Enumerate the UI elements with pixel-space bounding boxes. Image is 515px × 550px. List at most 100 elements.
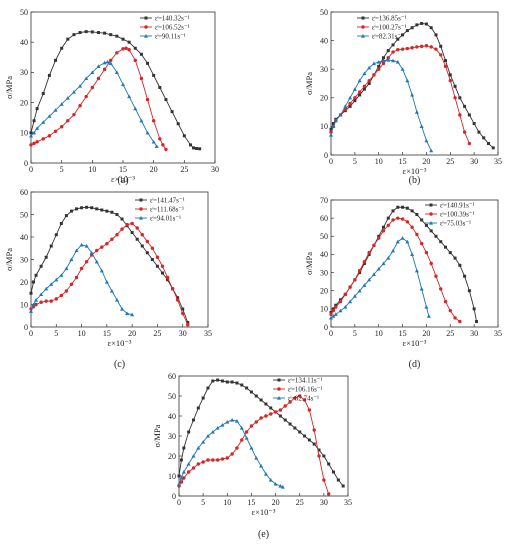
legend-label: ε̇=75.03s⁻¹ xyxy=(440,220,471,228)
data-point xyxy=(130,231,134,234)
y-tick-label: 20 xyxy=(320,94,328,103)
y-tick-label: 30 xyxy=(320,65,328,74)
data-point xyxy=(74,248,79,253)
x-tick-label: 15 xyxy=(399,157,407,166)
y-tick-label: 0 xyxy=(172,492,176,501)
data-point xyxy=(386,256,391,260)
data-point xyxy=(486,142,490,146)
data-point xyxy=(343,292,348,297)
data-point xyxy=(400,67,405,71)
data-point xyxy=(443,64,448,69)
x-tick-label: 5 xyxy=(353,157,357,166)
data-point xyxy=(71,90,76,94)
data-point xyxy=(151,119,156,123)
data-point xyxy=(160,271,164,275)
data-point xyxy=(125,311,130,316)
data-point xyxy=(220,423,225,427)
data-point xyxy=(448,78,452,83)
data-point xyxy=(145,130,150,135)
legend-marker xyxy=(139,207,143,211)
data-point xyxy=(84,30,88,34)
legend-marker xyxy=(429,212,433,216)
data-point xyxy=(391,58,396,63)
data-point xyxy=(322,454,326,458)
y-tick-label: 50 xyxy=(168,392,176,401)
data-point xyxy=(434,234,438,238)
y-tick-label: 20 xyxy=(20,98,28,107)
data-point xyxy=(458,113,462,117)
x-tick-label: 0 xyxy=(329,329,333,338)
data-point xyxy=(216,378,220,382)
data-point xyxy=(283,418,287,422)
plot-frame xyxy=(330,199,499,328)
data-point xyxy=(53,108,58,112)
data-point xyxy=(181,307,185,311)
data-point xyxy=(264,414,268,418)
data-point xyxy=(381,56,385,60)
x-axis-label: ε×10⁻³ xyxy=(108,338,132,348)
data-point xyxy=(419,124,424,128)
x-tick-label: 0 xyxy=(329,157,333,166)
data-point xyxy=(462,130,467,134)
data-point xyxy=(161,143,165,147)
data-point xyxy=(424,22,428,26)
x-tick-label: 35 xyxy=(494,329,502,338)
data-point xyxy=(273,482,278,486)
data-point xyxy=(130,221,134,226)
data-point xyxy=(79,266,84,271)
data-point xyxy=(429,26,433,30)
data-point xyxy=(381,229,386,233)
data-point xyxy=(259,398,263,402)
data-point xyxy=(196,446,201,450)
data-point xyxy=(396,216,400,220)
data-point xyxy=(273,410,278,414)
data-point xyxy=(127,94,132,99)
data-point xyxy=(371,272,376,276)
data-point xyxy=(338,308,343,313)
data-point xyxy=(264,402,268,406)
data-point xyxy=(458,319,462,324)
data-point xyxy=(429,229,433,233)
data-point xyxy=(420,21,424,25)
data-point xyxy=(84,244,89,248)
panel-caption: (e) xyxy=(258,529,269,540)
data-point xyxy=(444,245,448,249)
data-point xyxy=(109,33,113,37)
data-point xyxy=(353,99,357,103)
legend-label: ε̇=94.01s⁻¹ xyxy=(150,215,181,223)
data-point xyxy=(472,307,476,311)
x-tick-label: 30 xyxy=(179,329,187,338)
data-point xyxy=(210,430,215,434)
data-point xyxy=(396,37,400,41)
y-tick-label: 40 xyxy=(320,250,328,259)
data-point xyxy=(177,474,181,478)
data-point xyxy=(434,47,438,51)
data-point xyxy=(331,124,336,128)
data-point xyxy=(230,452,234,456)
data-point xyxy=(192,146,196,150)
data-point xyxy=(371,61,376,66)
data-point xyxy=(329,315,333,320)
data-point xyxy=(367,78,371,83)
data-point xyxy=(333,312,338,316)
x-axis-label: ε×10⁻³ xyxy=(111,174,135,184)
chart-panel-4: 0 5 10 15 20 25 30 35 0 10 20 30 40 50 60 70 ε×10⁻³ σ/MPa… xyxy=(304,196,502,370)
data-point xyxy=(105,242,109,246)
x-tick-label: 0 xyxy=(177,498,181,507)
data-point xyxy=(47,134,52,138)
data-point xyxy=(29,131,33,135)
legend-marker xyxy=(144,25,148,29)
data-point xyxy=(100,208,104,212)
data-point xyxy=(439,287,443,291)
data-point xyxy=(69,209,73,213)
data-point xyxy=(59,102,64,106)
data-point xyxy=(405,46,410,51)
data-point xyxy=(198,147,202,151)
data-point xyxy=(348,299,353,304)
data-point xyxy=(133,46,137,50)
data-point xyxy=(196,406,200,410)
data-point xyxy=(415,23,419,27)
data-point xyxy=(90,85,95,90)
data-point xyxy=(191,454,196,458)
data-point xyxy=(348,104,352,108)
